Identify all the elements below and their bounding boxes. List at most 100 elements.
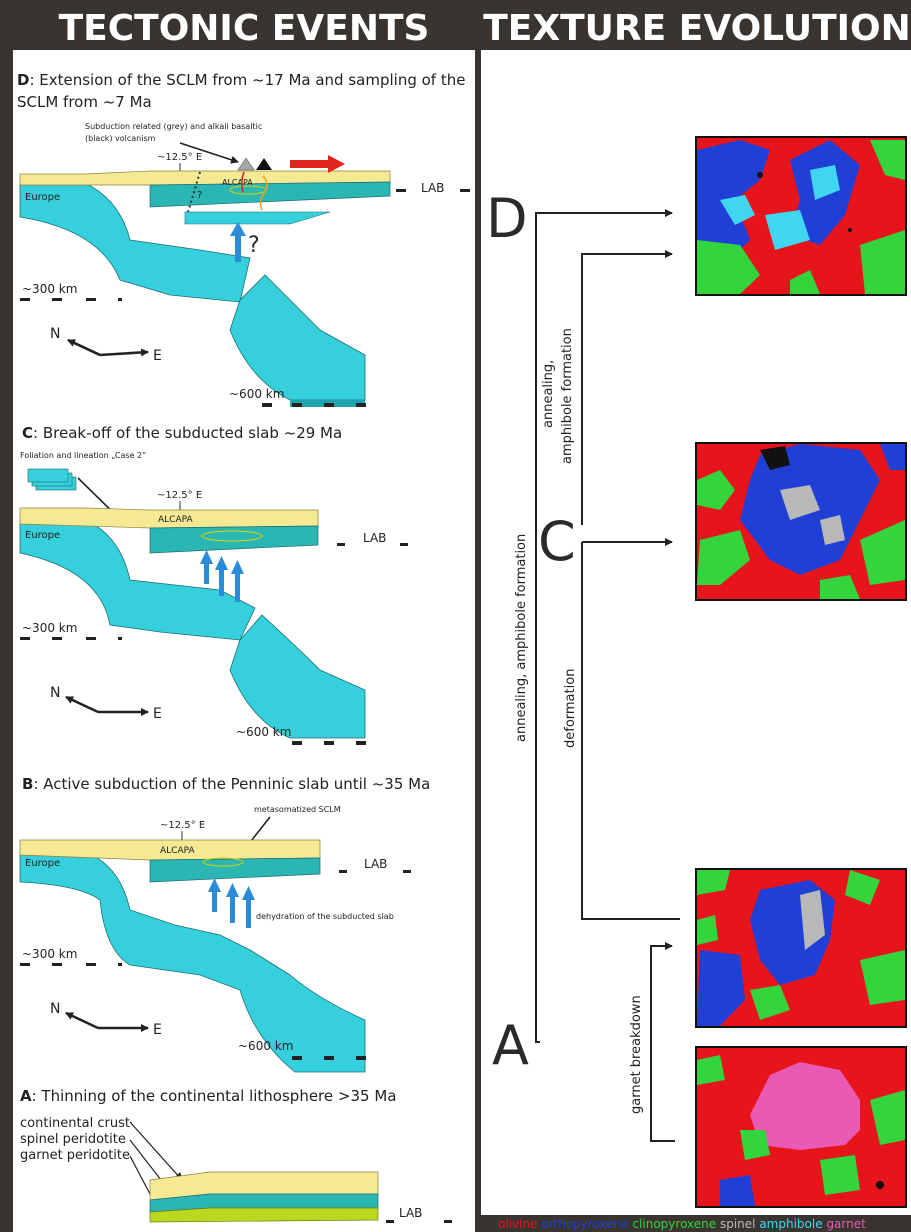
panel-c-europe: Europe <box>25 530 60 541</box>
right-header: TEXTURE EVOLUTION <box>483 8 911 49</box>
panel-d-alcapa: ALCAPA <box>222 178 253 187</box>
panel-b-mantle-lithosphere <box>149 857 321 883</box>
panel-d-title-line2: SCLM from ~7 Ma <box>17 93 152 111</box>
panel-b-letter: B <box>22 775 33 793</box>
panel-a-garnet-layer <box>149 1207 379 1223</box>
panel-b-europe: Europe <box>25 858 60 869</box>
panel-d-upwelling-arrow-shaft <box>235 234 241 262</box>
legend-text: olivine orthopyroxene clinopyroxene spin… <box>498 1217 866 1231</box>
panel-c-foliation-label: Foliation and lineation „Case 2“ <box>20 451 146 460</box>
tree-outer-bracket <box>535 209 673 1043</box>
panel-b-lab: LAB <box>364 857 387 871</box>
panel-d-600-dashes <box>262 403 366 407</box>
label-upper-annealing-2: amphibole formation <box>560 328 575 464</box>
panel-c-longitude: ~12.5° E <box>157 490 202 501</box>
panel-c-title-text: : Break-off of the subducted slab ~29 Ma <box>33 424 342 442</box>
legend-item-olivine: olivine <box>498 1217 537 1231</box>
panel-a-title: A: Thinning of the continental lithosphe… <box>20 1087 396 1105</box>
panel-b-title-text: : Active subduction of the Penninic slab… <box>33 775 430 793</box>
panel-c-european-slab <box>19 519 256 641</box>
panel-c-lab-dashes <box>337 543 408 546</box>
panel-d-lab: LAB <box>421 181 444 195</box>
panel-d-volcanism-label-2: (black) volcanism <box>85 134 156 143</box>
legend-item-spinel: spinel <box>716 1217 755 1231</box>
panel-c-letter: C <box>22 424 33 442</box>
panel-c-deep-slab <box>229 614 366 739</box>
legend-item-orthopyroxene: orthopyroxene <box>537 1217 628 1231</box>
panel-d-mantle-lithosphere <box>149 181 391 208</box>
panel-c-metasomatized-zone <box>201 530 263 542</box>
panel-d-north: N <box>50 326 60 342</box>
panel-b-metasomatized-label: metasomatized SCLM <box>254 805 341 814</box>
texture-tree: D C A annealing, amphibole formation ann… <box>486 187 680 1142</box>
panel-b-depth-300: ~300 km <box>22 947 77 961</box>
panel-a-continental-crust: continental crust <box>20 1116 130 1131</box>
phase-map-b <box>695 868 907 1028</box>
panel-c-600-dashes <box>292 741 366 745</box>
label-upper-annealing-1: annealing, <box>541 360 556 428</box>
texture-stage-a: A <box>492 1014 529 1077</box>
panel-d-depth-600: ~600 km <box>229 387 284 401</box>
panel-d-title-line1: : Extension of the SCLM from ~17 Ma and … <box>29 71 465 89</box>
label-deformation: deformation <box>563 669 578 748</box>
phase-map-d <box>695 136 907 296</box>
label-garnet-breakdown: garnet breakdown <box>629 995 644 1114</box>
panel-c-title: C: Break-off of the subducted slab ~29 M… <box>22 424 342 442</box>
panel-b-600-dashes <box>292 1056 366 1060</box>
panel-a-crust-pointer <box>129 1121 183 1181</box>
legend-item-garnet: garnet <box>823 1217 866 1231</box>
panel-c-depth-600: ~600 km <box>236 725 291 739</box>
phase-map-a <box>695 1046 907 1208</box>
panel-a: A: Thinning of the continental lithosphe… <box>20 1087 452 1223</box>
panel-d-european-slab <box>19 182 251 303</box>
texture-stage-d: D <box>486 187 528 250</box>
phase-map-c <box>695 442 907 601</box>
panel-d-longitude: ~12.5° E <box>157 152 202 163</box>
panel-d-crust <box>19 170 391 186</box>
panel-d: D: Extension of the SCLM from ~17 Ma and… <box>17 71 470 407</box>
panel-d-dotted-line <box>187 171 201 213</box>
panel-d-letter: D <box>17 71 29 89</box>
panel-d-question-small: ? <box>197 190 202 201</box>
panel-b-crust <box>19 839 321 861</box>
panel-c: C: Break-off of the subducted slab ~29 M… <box>19 424 408 745</box>
panel-c-mantle-lithosphere <box>149 525 319 554</box>
panel-d-detached-sclm <box>184 211 331 225</box>
texture-stage-c: C <box>538 510 576 573</box>
panel-a-lab: LAB <box>399 1206 422 1220</box>
panel-c-north: N <box>50 685 60 701</box>
panel-d-volcanism-label-1: Subduction related (grey) and alkali bas… <box>85 122 262 131</box>
panel-b-east: E <box>153 1022 162 1038</box>
panel-a-title-text: : Thinning of the continental lithospher… <box>32 1087 397 1105</box>
panel-b-dehydration-label: dehydration of the subducted slab <box>256 912 394 921</box>
panel-d-east: E <box>153 348 162 364</box>
panel-b-compass-arrow-north <box>65 1011 99 1030</box>
panel-c-compass-arrow-north <box>65 695 99 714</box>
panel-d-orange-magma-path <box>259 175 268 211</box>
panel-b-upwelling-arrows <box>208 878 255 928</box>
panel-d-question-big: ? <box>248 233 260 258</box>
panel-d-depth-300: ~300 km <box>22 282 77 296</box>
panel-c-crust <box>19 507 319 529</box>
panel-b-depth-600: ~600 km <box>238 1039 293 1053</box>
tree-garnet-bracket <box>650 942 675 1142</box>
panel-d-upwelling-arrow-head <box>230 222 246 236</box>
panel-c-depth-300: ~300 km <box>22 621 77 635</box>
panel-c-east: E <box>153 706 162 722</box>
panel-d-europe: Europe <box>25 192 60 203</box>
panel-b: B: Active subduction of the Penninic sla… <box>19 775 430 1073</box>
panel-d-black-volcano <box>256 158 272 170</box>
panel-d-volcanism-pointer <box>179 142 239 164</box>
panel-d-grey-volcano <box>237 157 255 171</box>
panel-b-north: N <box>50 1001 60 1017</box>
legend-item-clinopyroxene: clinopyroxene <box>629 1217 717 1231</box>
panel-a-spinel-peridotite: spinel peridotite <box>20 1132 126 1147</box>
panel-b-lab-dashes <box>339 870 411 873</box>
mineral-legend: olivine orthopyroxene clinopyroxene spin… <box>498 1217 866 1231</box>
panel-b-300-dashes <box>20 963 122 966</box>
left-header: TECTONIC EVENTS <box>59 8 430 49</box>
panel-b-title: B: Active subduction of the Penninic sla… <box>22 775 430 793</box>
label-outer-annealing: annealing, amphibole formation <box>514 534 529 742</box>
panel-d-compass-arrow-north <box>67 338 101 357</box>
